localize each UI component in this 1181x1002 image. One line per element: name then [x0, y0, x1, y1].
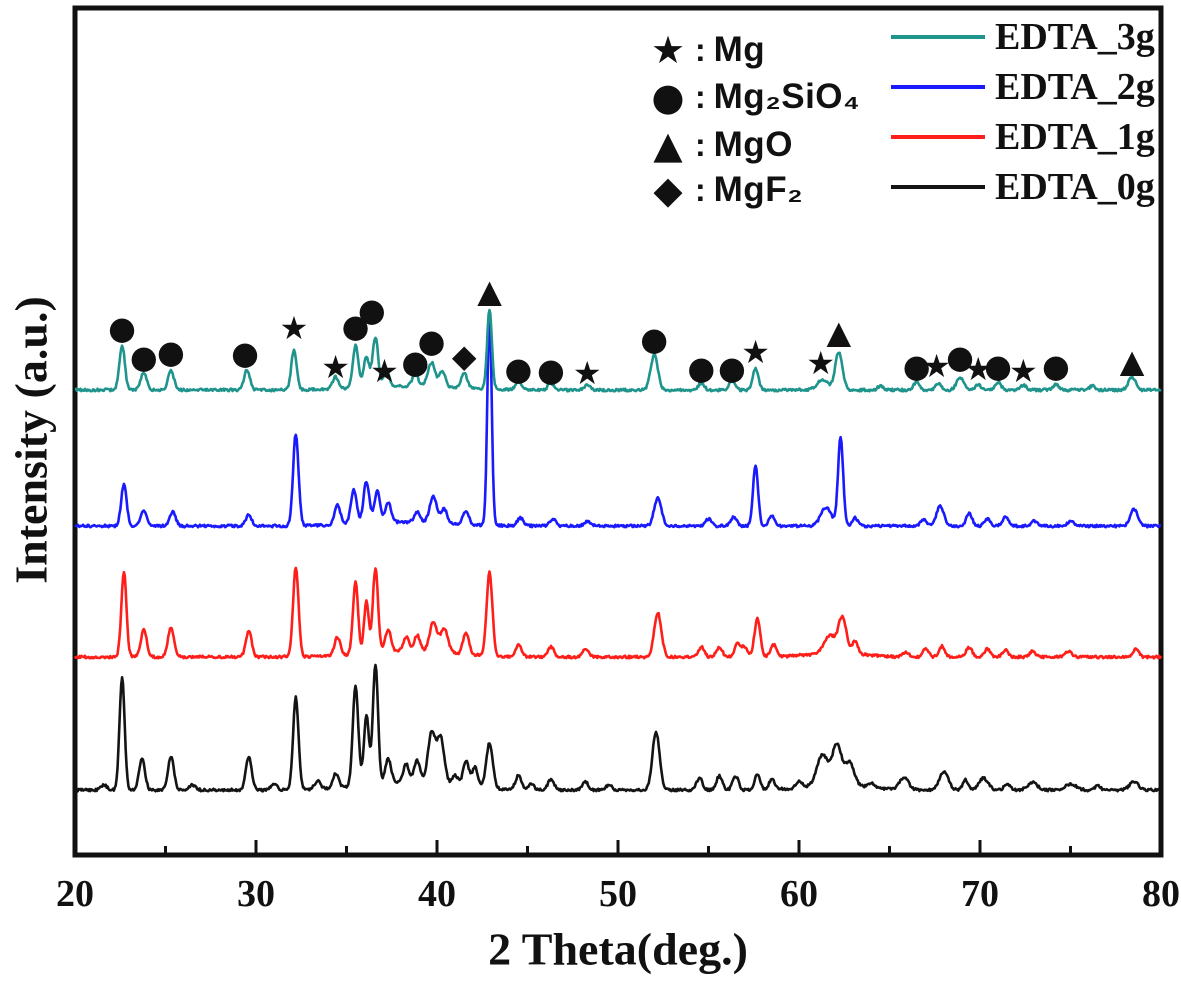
peak-marker: ★	[806, 344, 835, 382]
peak-marker: ★	[741, 333, 770, 371]
peak-marker: ★	[964, 350, 993, 388]
colon-separator: :	[695, 31, 706, 68]
peak-marker: ◆	[452, 337, 477, 375]
peak-marker: ●	[342, 307, 370, 345]
circle-icon: ●	[651, 75, 685, 119]
peak-marker: ●	[946, 338, 974, 376]
peak-marker: ▲	[1120, 342, 1145, 380]
x-axis-title: 2 Theta(deg.)	[488, 923, 748, 975]
peak-marker: ●	[130, 338, 158, 376]
marker-legend-row-mgf2: ◆ : MgF₂	[645, 166, 803, 214]
peak-marker: ●	[984, 347, 1012, 385]
curve-EDTA_1g	[73, 566, 1163, 660]
peak-marker: ●	[687, 349, 715, 387]
x-tick-label: 30	[237, 873, 275, 915]
legend-row-edta-0g: EDTA_0g	[891, 166, 1155, 208]
peak-marker: ●	[418, 322, 446, 360]
marker-legend-row-mg2sio4: ● : Mg₂SiO₄	[645, 73, 860, 121]
legend-line-swatch	[891, 35, 985, 39]
colon-separator: :	[695, 171, 706, 208]
peak-marker: ●	[358, 291, 386, 329]
peak-marker: ●	[505, 350, 533, 388]
peak-marker: ★	[280, 309, 309, 347]
legend-row-edta-3g: EDTA_3g	[891, 16, 1155, 58]
peak-marker: ●	[718, 349, 746, 387]
curve-EDTA_2g	[74, 310, 1162, 529]
peak-marker: ●	[231, 334, 259, 372]
peak-marker: ●	[401, 343, 429, 381]
x-tick-label: 50	[599, 873, 637, 915]
legend-line-swatch	[891, 85, 985, 89]
legend-line-swatch	[891, 135, 985, 139]
peak-marker: ★	[370, 352, 399, 390]
curve-EDTA_0g	[74, 663, 1163, 793]
legend-label: EDTA_2g	[995, 66, 1155, 108]
x-tick-label: 20	[56, 873, 94, 915]
legend-label: EDTA_3g	[995, 16, 1155, 58]
marker-legend-label: MgF₂	[713, 170, 804, 209]
colon-separator: :	[695, 78, 706, 115]
triangle-icon: ▲	[653, 123, 683, 167]
marker-legend-row-mgo: ▲ : MgO	[645, 121, 793, 169]
peak-marker: ★	[1009, 352, 1038, 390]
legend-line-swatch	[891, 185, 985, 189]
x-tick-label: 40	[418, 873, 456, 915]
legend-row-edta-2g: EDTA_2g	[891, 66, 1155, 108]
diamond-icon: ◆	[653, 168, 683, 212]
colon-separator: :	[695, 126, 706, 163]
curve-EDTA_3g	[74, 308, 1162, 393]
marker-legend-label: Mg	[713, 30, 766, 69]
peak-marker: ●	[537, 351, 565, 389]
peak-marker: ★	[321, 348, 350, 386]
legend-row-edta-1g: EDTA_1g	[891, 116, 1155, 158]
peak-marker: ●	[1042, 347, 1070, 385]
marker-legend-row-mg: ★ : Mg	[645, 26, 765, 74]
peak-marker: ●	[640, 320, 668, 358]
peak-marker: ▲	[477, 272, 502, 310]
marker-legend-label: Mg₂SiO₄	[713, 77, 861, 116]
peak-marker: ●	[903, 347, 931, 385]
peak-marker: ★	[922, 347, 951, 385]
peak-marker: ●	[157, 333, 185, 371]
x-tick-label: 60	[780, 873, 818, 915]
peak-marker: ●	[108, 309, 136, 347]
legend-label: EDTA_0g	[995, 166, 1155, 208]
x-tick-label: 70	[961, 873, 999, 915]
peak-marker: ★	[573, 354, 602, 392]
x-tick-label: 80	[1142, 873, 1180, 915]
peak-marker: ▲	[826, 313, 851, 351]
star-icon: ★	[650, 28, 686, 72]
y-axis-title: Intensity (a.u.)	[5, 296, 57, 584]
marker-legend-label: MgO	[713, 125, 793, 164]
legend-label: EDTA_1g	[995, 116, 1155, 158]
